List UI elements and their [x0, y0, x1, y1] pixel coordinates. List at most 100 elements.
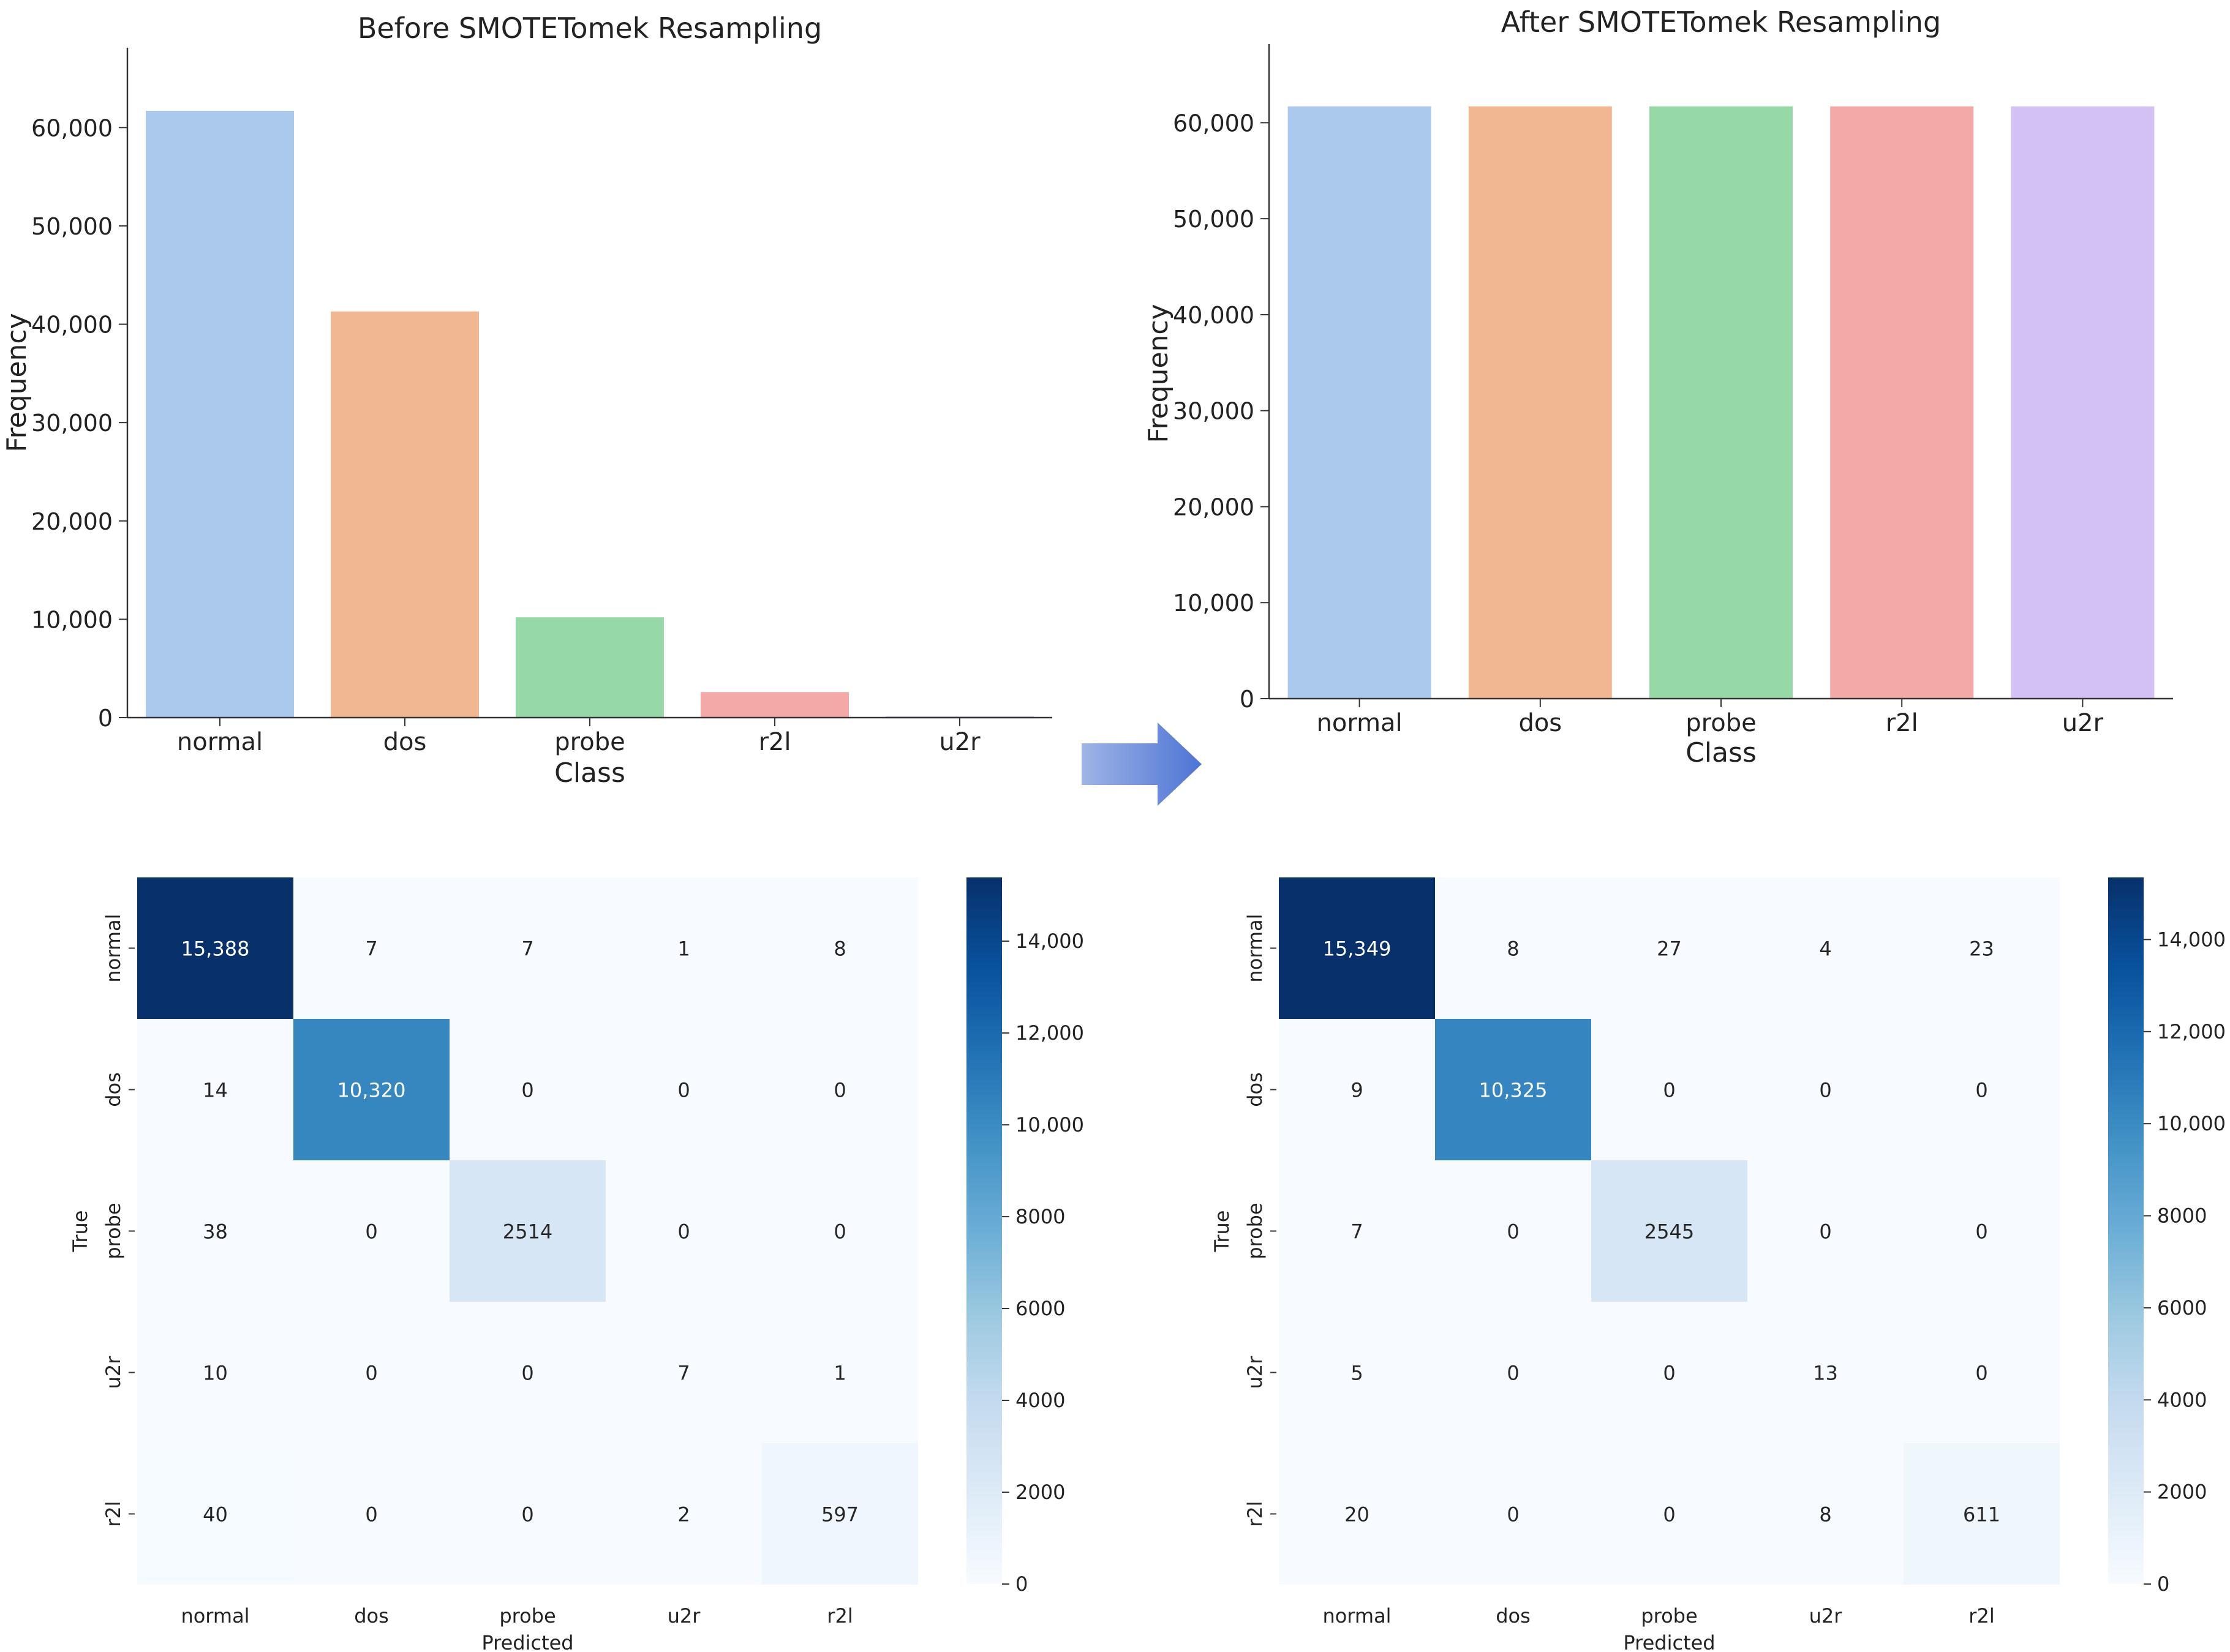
y-tick-label: 10,000 [31, 606, 113, 633]
after-resampling-bar-chart: After SMOTETomek Resampling 0 10,000 20,000… [1143, 6, 2173, 768]
cell-value-label: 611 [1963, 1503, 2000, 1526]
cell-value-label: 0 [1975, 1220, 1987, 1244]
colorbar-tick-label: 14,000 [2157, 928, 2226, 951]
heatmap-cell [1747, 1160, 1904, 1302]
heatmap-cell [1591, 1019, 1747, 1160]
x-tick-label: r2l [758, 728, 791, 756]
x-tick-label: normal [177, 728, 263, 756]
cell-value-label: 10,320 [337, 1079, 406, 1102]
heatmap-cell [606, 1160, 762, 1302]
x-axis-label: Class [554, 757, 625, 789]
y-tick-label: 20,000 [31, 508, 113, 535]
cell-value-label: 0 [834, 1220, 846, 1244]
colorbar-tick-label: 0 [2157, 1572, 2169, 1596]
cell-value-label: 0 [1819, 1220, 1831, 1244]
y-tick-label: 40,000 [31, 312, 113, 339]
cell-value-label: 0 [1507, 1503, 1519, 1526]
y-axis-label: Frequency [1143, 304, 1174, 443]
x-tick-label: u2r [2062, 709, 2104, 737]
heatmap-cell [1279, 1160, 1435, 1302]
heatmap-cell [450, 1019, 606, 1160]
bar-probe [1649, 106, 1793, 699]
y-tick-label: 30,000 [31, 410, 113, 437]
y-tick-label: dos [102, 1072, 125, 1107]
heatmap-cell [137, 877, 293, 1019]
x-tick-label: u2r [939, 728, 981, 756]
cell-value-label: 27 [1657, 937, 1682, 961]
heatmap-cell [762, 1302, 918, 1443]
y-tick-label: 10,000 [1173, 590, 1254, 617]
colorbar-tick-label: 14,000 [1015, 929, 1084, 953]
heatmap-cell [1435, 1160, 1591, 1302]
heatmap-cell [293, 1019, 450, 1160]
heatmap-cell [1435, 1019, 1591, 1160]
heatmap-cell [1904, 1302, 2060, 1443]
cell-value-label: 14 [203, 1079, 228, 1102]
cell-value-label: 4 [1819, 937, 1831, 961]
x-tick-label: r2l [827, 1604, 853, 1628]
heatmap-cell [450, 1160, 606, 1302]
heatmap-cell [1279, 1302, 1435, 1443]
cell-value-label: 40 [203, 1503, 228, 1526]
x-tick-label: dos [354, 1604, 389, 1628]
bar-normal [1287, 106, 1431, 699]
heatmap-cell [450, 877, 606, 1019]
cell-value-label: 0 [521, 1362, 533, 1385]
heatmap-cell [450, 1443, 606, 1585]
heatmap-cell [606, 1019, 762, 1160]
bar-normal [146, 111, 294, 718]
colorbar-tick-label: 4000 [1015, 1389, 1065, 1412]
heatmap-cell [137, 1443, 293, 1585]
cell-value-label: 8 [1507, 937, 1519, 961]
cell-value-label: 0 [1663, 1503, 1675, 1526]
cell-value-label: 0 [1975, 1362, 1987, 1385]
colorbar-tick-label: 2000 [1015, 1481, 1065, 1504]
heatmap-cell [137, 1019, 293, 1160]
heatmap-cell [1904, 1160, 2060, 1302]
colorbar [966, 877, 1002, 1584]
y-tick-label: 20,000 [1173, 494, 1254, 520]
heatmap-cell [1279, 1443, 1435, 1585]
colorbar-tick-label: 12,000 [2157, 1020, 2226, 1043]
heatmap-cell [1435, 877, 1591, 1019]
y-tick-label: 30,000 [1173, 398, 1254, 425]
x-tick-label: dos [1496, 1604, 1531, 1628]
cell-value-label: 5 [1350, 1362, 1363, 1385]
heatmap-cell [293, 1302, 450, 1443]
x-tick-label: dos [383, 728, 427, 756]
heatmap-cell [1279, 877, 1435, 1019]
colorbar-tick-label: 8000 [1015, 1205, 1065, 1228]
y-tick-label: probe [102, 1203, 125, 1259]
colorbar-tick-label: 8000 [2157, 1204, 2207, 1228]
heatmap-cell [762, 1160, 918, 1302]
x-tick-label: probe [499, 1604, 556, 1628]
heatmap-cell [1747, 877, 1904, 1019]
bar-r2l [1830, 106, 1974, 699]
colorbar-tick-label: 2000 [2157, 1481, 2207, 1504]
cell-value-label: 13 [1813, 1362, 1838, 1385]
x-tick-label: u2r [668, 1604, 701, 1628]
y-tick-label: 40,000 [1173, 302, 1254, 329]
y-tick-label: probe [1243, 1203, 1267, 1259]
x-tick-label: normal [1317, 709, 1403, 737]
y-tick-label: normal [1243, 914, 1267, 982]
cell-value-label: 0 [521, 1079, 533, 1102]
cell-value-label: 0 [677, 1079, 690, 1102]
colorbar-tick-label: 0 [1015, 1572, 1028, 1596]
heatmap-cell [1435, 1302, 1591, 1443]
colorbar-tick-label: 10,000 [2157, 1112, 2226, 1135]
cell-value-label: 0 [1819, 1079, 1831, 1102]
colorbar-tick-label: 6000 [1015, 1297, 1065, 1320]
heatmap-cell [137, 1302, 293, 1443]
heatmap-cell [762, 1443, 918, 1585]
heatmap-cell [1591, 1443, 1747, 1585]
cell-value-label: 15,388 [181, 937, 250, 961]
x-tick-label: probe [1641, 1604, 1697, 1628]
cell-value-label: 0 [365, 1362, 377, 1385]
cell-value-label: 0 [1507, 1220, 1519, 1244]
before-confusion-matrix: 15,388 7 7 1 814 10,320 0 0 038 0 2514 0 010 0 0 7 140 0 0… [69, 877, 1084, 1652]
y-tick-label: 0 [98, 705, 113, 732]
y-tick-label: u2r [102, 1356, 125, 1389]
heatmap-cell [1904, 877, 2060, 1019]
cell-value-label: 20 [1344, 1503, 1369, 1526]
